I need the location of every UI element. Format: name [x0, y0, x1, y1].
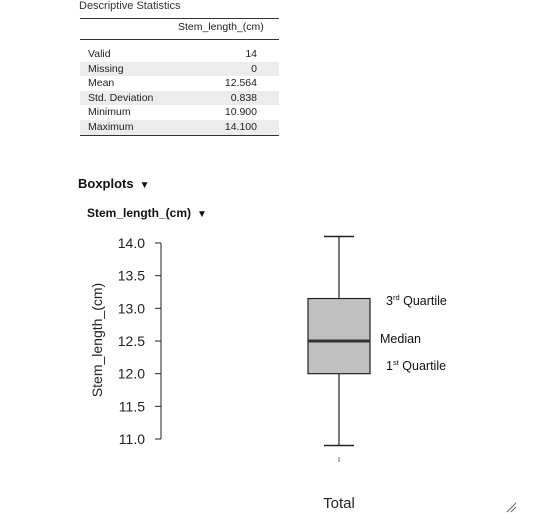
- y-tick-label: 11.5: [119, 398, 145, 414]
- table-header-rule: [80, 39, 279, 40]
- table-row: Valid 14: [80, 47, 279, 62]
- triangle-down-icon[interactable]: ▼: [197, 209, 207, 220]
- y-tick-label: 13.5: [118, 268, 145, 284]
- table-top-rule: [80, 18, 279, 19]
- y-tick-label: 12.0: [118, 366, 145, 382]
- column-header: Stem_length_(cm): [178, 21, 264, 33]
- q1-annotation: 1st Quartile: [386, 358, 446, 373]
- table-row: Missing 0: [80, 61, 279, 77]
- row-value: 14.100: [224, 121, 257, 133]
- table-row: Minimum 10.900: [80, 105, 279, 120]
- y-tick-label: 13.0: [118, 300, 145, 316]
- row-label: Std. Deviation: [88, 91, 154, 104]
- boxplot-subheading-label: Stem_length_(cm): [87, 206, 192, 220]
- q3-sup: rd: [392, 293, 400, 302]
- table-row: Maximum 14.100: [80, 120, 279, 135]
- y-tick-label: 14.0: [118, 235, 145, 251]
- triangle-down-icon[interactable]: ▼: [139, 180, 150, 191]
- iqr-box: [307, 297, 371, 375]
- table-bottom-rule: [80, 135, 279, 136]
- q3-text: Quartile: [403, 294, 447, 308]
- row-label: Missing: [88, 62, 124, 75]
- resize-grip-icon[interactable]: [505, 501, 517, 513]
- x-category-label: Total: [323, 495, 355, 512]
- y-axis-title: Stem_length_(cm): [89, 283, 105, 397]
- y-tick-label: 12.5: [118, 333, 145, 349]
- row-value: 0: [251, 62, 257, 75]
- row-label: Maximum: [88, 121, 134, 133]
- boxplot-subheading[interactable]: Stem_length_(cm) ▼: [87, 206, 207, 220]
- table-row: Std. Deviation 0.838: [80, 90, 279, 106]
- row-label: Valid: [88, 48, 111, 60]
- q1-sup: st: [392, 358, 399, 367]
- q3-annotation: 3rd Quartile: [386, 293, 447, 308]
- row-value: 12.564: [224, 77, 257, 90]
- q3-num: 3: [386, 294, 393, 308]
- q1-text: Quartile: [402, 359, 447, 373]
- y-tick-label: 11.0: [119, 431, 145, 447]
- boxplots-heading-label: Boxplots: [78, 176, 134, 191]
- row-label: Minimum: [88, 106, 131, 119]
- median-annotation: Median: [380, 332, 421, 346]
- row-value: 14: [245, 48, 257, 60]
- table-row: Mean 12.564: [80, 76, 279, 91]
- q1-num: 1: [386, 359, 393, 373]
- row-label: Mean: [88, 77, 115, 90]
- row-value: 0.838: [230, 91, 257, 104]
- boxplots-heading[interactable]: Boxplots ▼: [78, 176, 150, 191]
- descriptives-title: Descriptive Statistics: [79, 0, 181, 12]
- row-value: 10.900: [224, 106, 257, 119]
